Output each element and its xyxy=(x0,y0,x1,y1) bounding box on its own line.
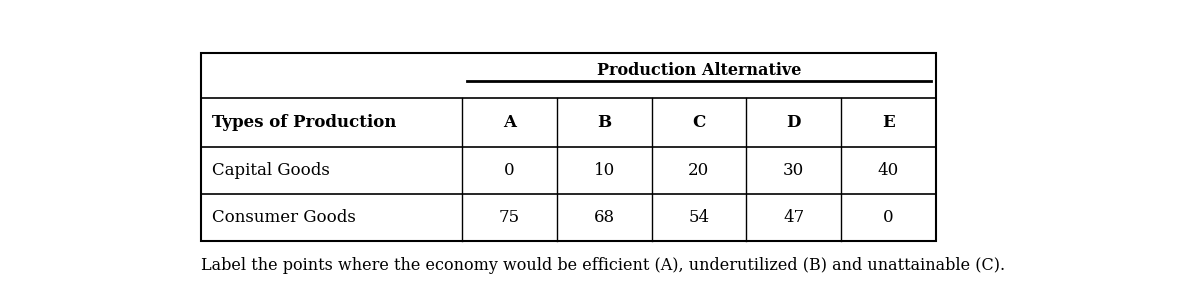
Text: Capital Goods: Capital Goods xyxy=(212,162,330,179)
Text: Types of Production: Types of Production xyxy=(212,114,397,131)
Text: Production Alternative: Production Alternative xyxy=(596,63,802,79)
Text: E: E xyxy=(882,114,895,131)
Text: 20: 20 xyxy=(689,162,709,179)
Text: B: B xyxy=(598,114,611,131)
Text: Consumer Goods: Consumer Goods xyxy=(212,209,356,226)
Text: 30: 30 xyxy=(784,162,804,179)
Text: 0: 0 xyxy=(504,162,515,179)
Text: 0: 0 xyxy=(883,209,894,226)
Text: 47: 47 xyxy=(784,209,804,226)
Text: 75: 75 xyxy=(499,209,520,226)
Text: C: C xyxy=(692,114,706,131)
Text: 40: 40 xyxy=(878,162,899,179)
Text: Label the points where the economy would be efficient (A), underutilized (B) and: Label the points where the economy would… xyxy=(202,257,1006,275)
Text: 10: 10 xyxy=(594,162,614,179)
Text: 68: 68 xyxy=(594,209,614,226)
Text: A: A xyxy=(503,114,516,131)
Text: D: D xyxy=(786,114,800,131)
Text: 54: 54 xyxy=(689,209,709,226)
